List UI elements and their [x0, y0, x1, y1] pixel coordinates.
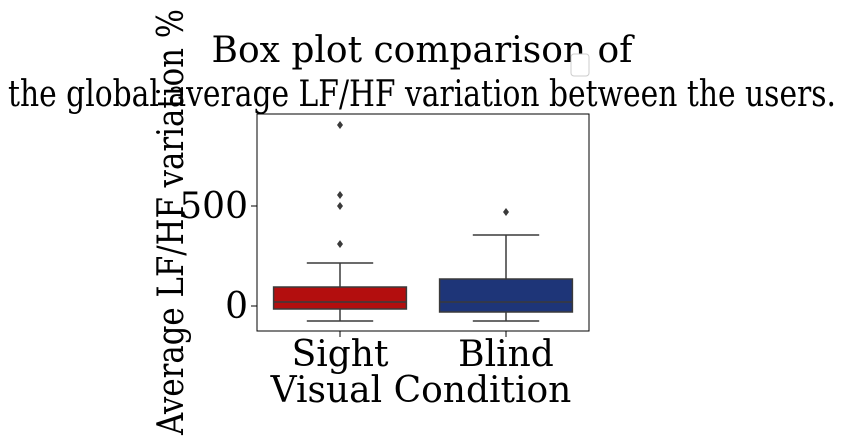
outlier-point	[337, 121, 343, 129]
y-axis-label: Average LF/HF variation %	[151, 9, 192, 436]
outlier-point	[337, 202, 343, 210]
y-tick-label: 0	[225, 286, 248, 327]
y-axis-ticks: 0 500	[179, 186, 257, 327]
x-tick-label: Blind	[458, 334, 554, 375]
x-axis-ticks: Sight Blind	[292, 331, 554, 375]
plot-area-frame	[256, 113, 590, 332]
outlier-point	[337, 191, 343, 199]
box-iqr	[438, 278, 574, 313]
outlier-point	[503, 208, 509, 216]
box-plot-boxes	[272, 121, 574, 322]
outlier-point	[337, 240, 343, 248]
y-tick-label: 500	[179, 186, 248, 227]
chart-title-line-2: the global average LF/HF variation betwe…	[8, 74, 836, 115]
x-axis-label: Visual Condition	[270, 370, 572, 411]
chart-title-line-1: Box plot comparison of	[212, 30, 636, 71]
legend-box	[570, 53, 590, 77]
box-iqr	[272, 286, 408, 310]
x-tick-label: Sight	[292, 334, 389, 375]
